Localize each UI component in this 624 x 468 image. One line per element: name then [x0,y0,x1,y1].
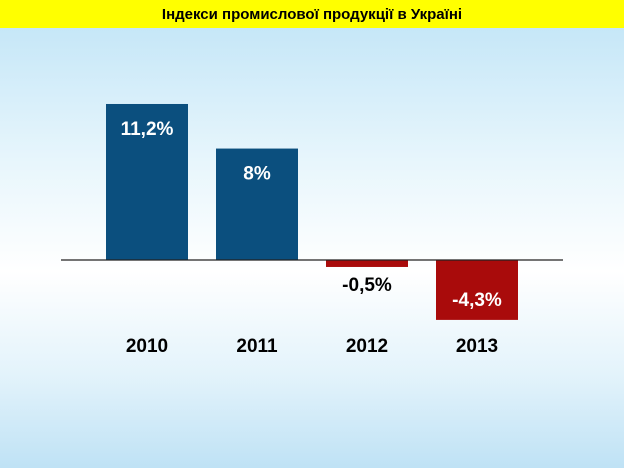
chart-title: Індекси промислової продукції в Україні [161,5,463,23]
value-label-2010: 11,2% [121,119,174,140]
bar-2013 [436,260,518,320]
category-label-2013: 2013 [456,336,498,357]
category-label-2011: 2011 [236,336,278,357]
chart-svg: 11,2% 2010 8% 2011 -0,5% 2012 -4,3% 2013 [61,103,563,357]
category-label-2012: 2012 [346,336,388,357]
category-label-2010: 2010 [126,336,168,357]
value-label-2012: -0,5% [342,275,392,296]
value-label-2011: 8% [243,164,271,185]
title-bar: Індекси промислової продукції в Україні [0,0,624,28]
bar-2012 [326,260,408,267]
value-label-2013: -4,3% [452,290,502,311]
bar-2010 [106,103,188,260]
bar-2011 [216,148,298,260]
